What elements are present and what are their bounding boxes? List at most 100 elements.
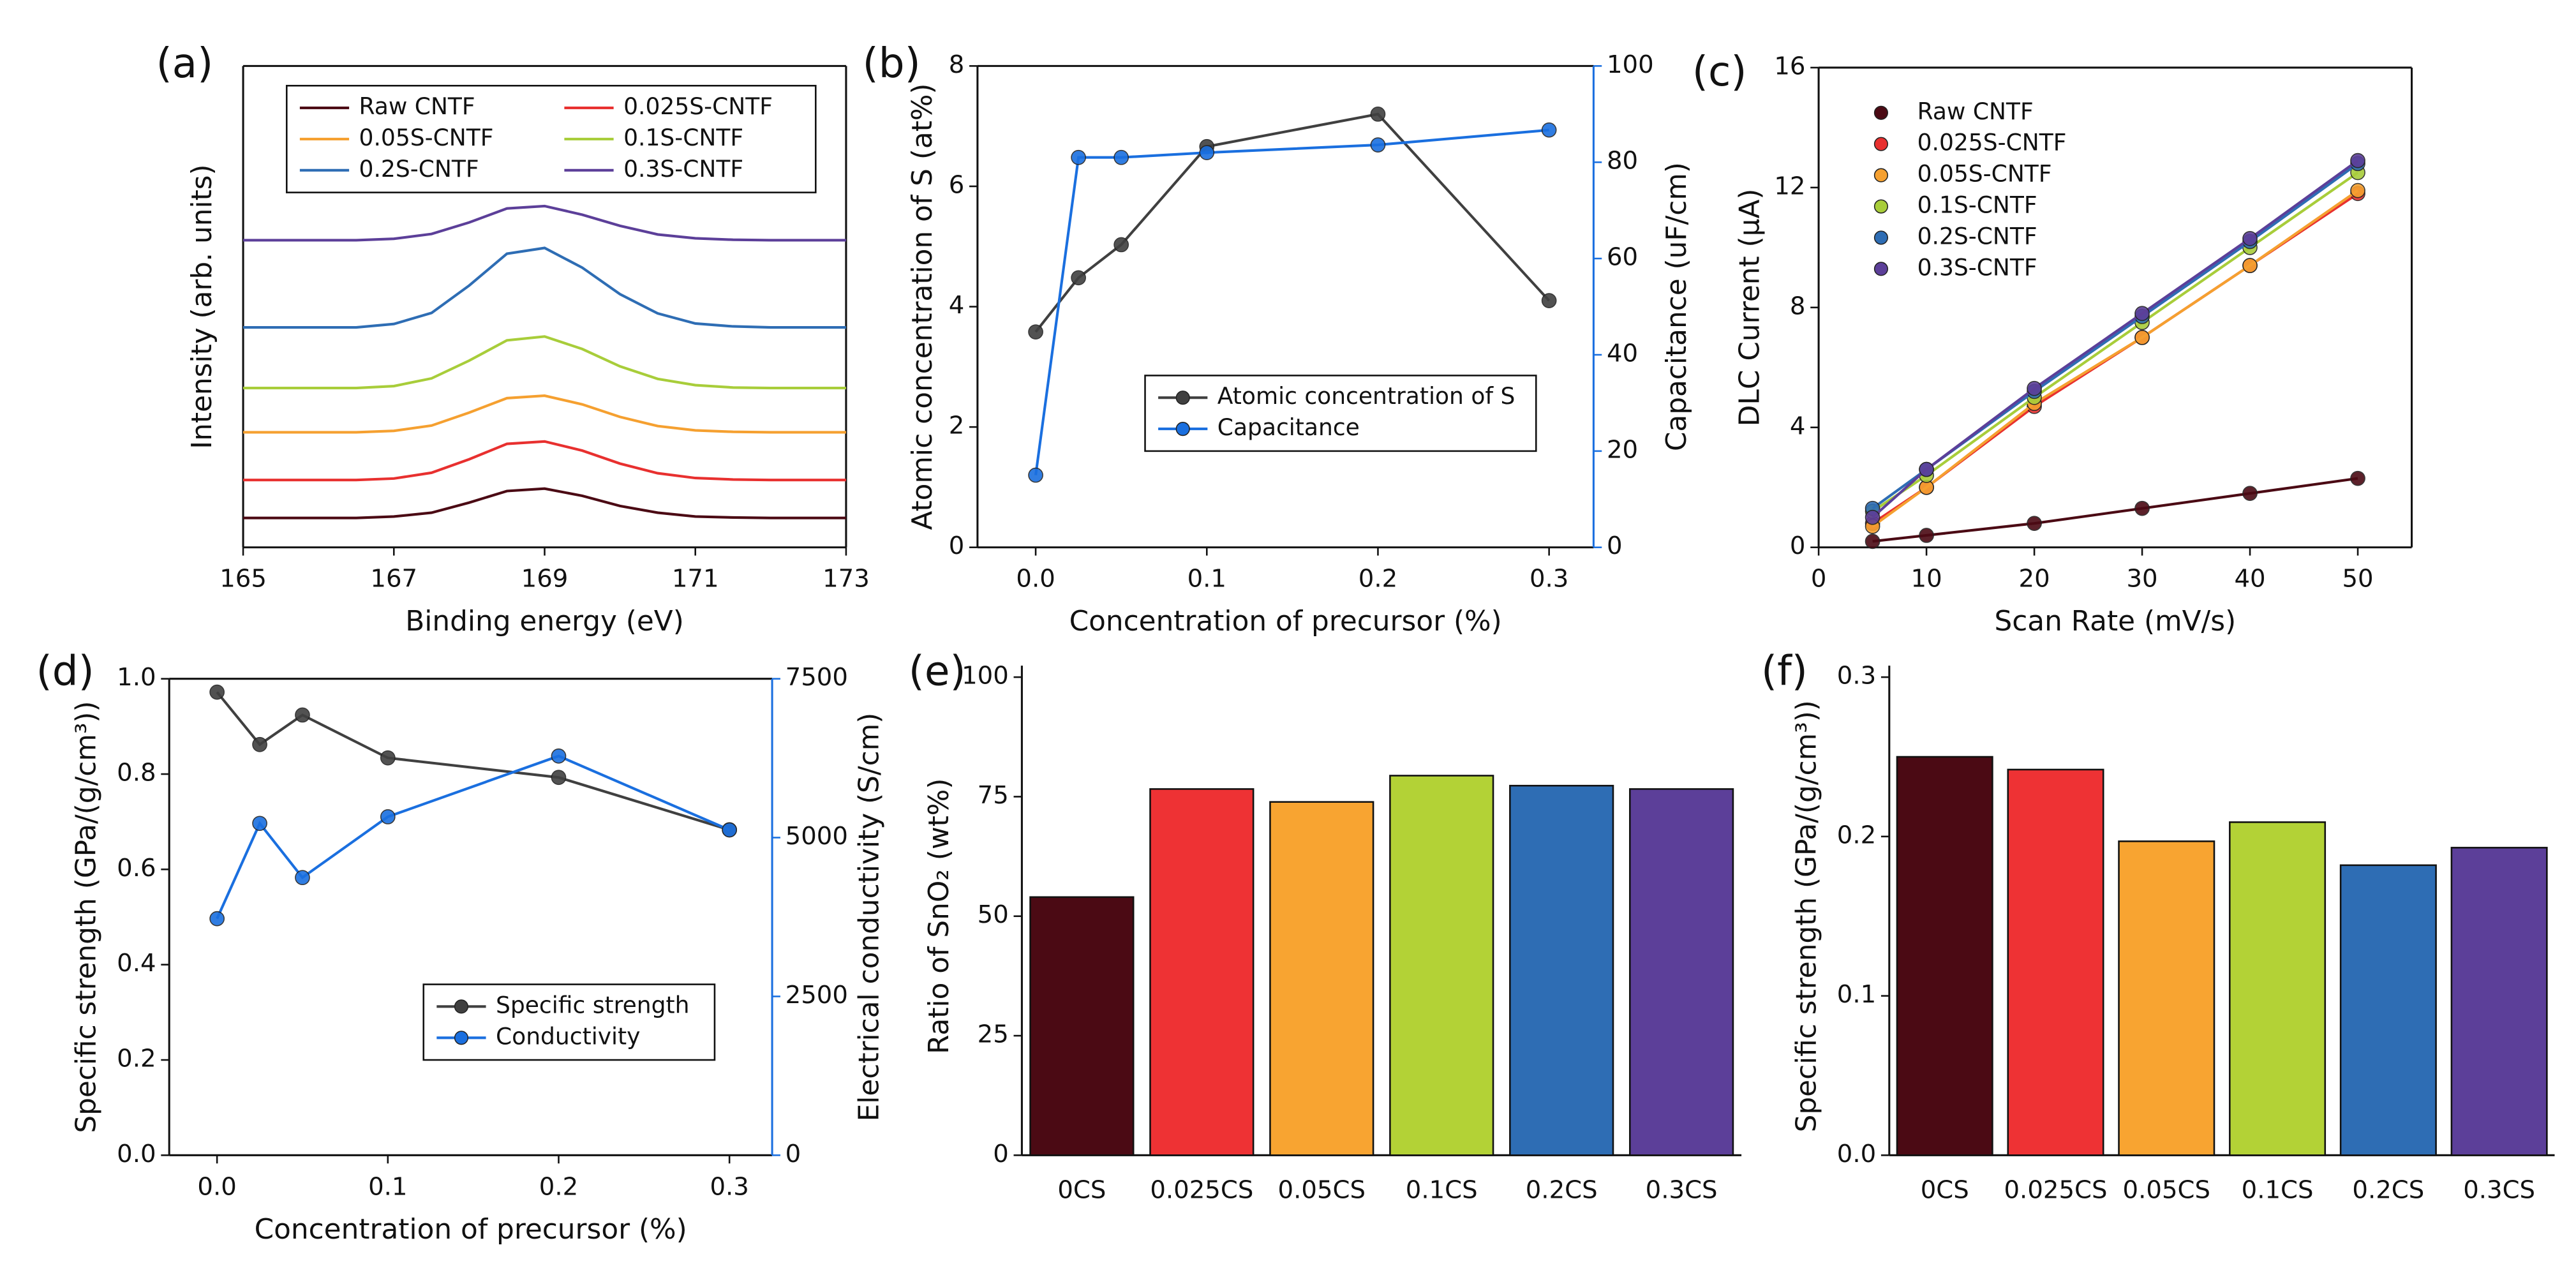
point [209,911,225,927]
bar [2339,864,2437,1156]
point [551,770,567,786]
legend-frame [285,84,817,193]
legend-label: Capacitance [1217,415,1360,441]
bar [1509,784,1614,1156]
x-tick-label: 0.2CS [2352,1175,2424,1204]
legend-label: Atomic concentration of S [1217,384,1515,410]
y-tick-label: 100 [962,662,1009,690]
x-tick-label: 169 [521,565,569,593]
series-line [1872,189,2359,528]
panel-label: (e) [909,648,966,696]
point [2350,470,2365,486]
y-axis-label: Ratio of SnO₂ (wt%) [923,779,955,1054]
bar [2450,847,2548,1156]
y-tick-label: 0.1 [1837,980,1876,1009]
y-tick-label: 25 [978,1020,1009,1049]
x-tick-label: 0.3CS [2463,1175,2535,1204]
series-line [1034,128,1549,475]
legend-marker [454,999,469,1014]
bar [2007,768,2104,1156]
legend-frame [1144,375,1537,452]
y-tick-label: 75 [978,781,1009,810]
y2-tick-label: 80 [1607,147,1638,175]
legend-label: 0.3S-CNTF [623,156,743,183]
panel-label: (b) [863,40,921,87]
legend-marker [1873,137,1889,151]
bar [1629,788,1734,1156]
bar [2229,821,2327,1156]
y-tick-label: 50 [978,900,1009,929]
y-tick-label: 0 [993,1140,1009,1168]
point [252,816,267,831]
legend-label: 0.2S-CNTF [359,156,479,183]
point [2242,258,2258,273]
point [2242,486,2258,502]
point [2350,183,2365,198]
series-line [1872,159,2359,519]
bar [2118,840,2215,1156]
legend-label: 0.2S-CNTF [1917,223,2037,250]
x-tick-label: 0CS [1921,1175,1969,1204]
series-line [1872,171,2359,513]
point [380,809,396,824]
legend-marker [1873,230,1889,245]
x-tick-label: 0.05CS [2123,1175,2210,1204]
point [2027,380,2042,396]
legend-label: 0.3S-CNTF [1917,255,2037,281]
point [1919,461,1934,477]
point [1865,509,1880,525]
point [2027,516,2042,532]
panel-label: (f) [1761,648,1808,696]
point [1865,533,1880,549]
series-line [243,487,846,519]
x-tick-label: 40 [2234,565,2265,593]
series-line [1034,112,1551,333]
x-tick-label: 0.0 [197,1172,236,1201]
x-tick-label: 0 [1811,565,1827,593]
bar [1896,756,1993,1156]
y2-tick-label: 7500 [785,663,848,692]
y-tick-label: 0.2 [1837,821,1876,849]
y2-tick-label: 100 [1607,50,1654,79]
point [1028,467,1043,483]
x-tick-label: 0.3 [1530,565,1568,593]
y2-tick-label: 2500 [785,981,848,1010]
legend-marker [1175,422,1190,436]
y-tick-label: 8 [949,50,965,79]
y-tick-label: 0 [949,532,965,560]
legend-label: Raw CNTF [359,94,475,120]
legend-label: 0.025S-CNTF [1917,130,2067,156]
point [2134,306,2150,322]
series-line [1872,477,2358,543]
y-tick-label: 2 [949,412,965,440]
legend-label: 0.05S-CNTF [1917,161,2052,188]
series-line [243,246,846,329]
legend-marker [1873,105,1889,120]
y2-tick-label: 40 [1607,339,1638,368]
point [1071,270,1086,286]
legend-marker [454,1031,469,1045]
legend-label: 0.05S-CNTF [359,125,494,151]
legend-label: Specific strength [496,992,689,1018]
y-tick-label: 0.6 [117,854,156,883]
legend-marker [1873,199,1889,214]
point [722,822,737,838]
y-tick-label: 0.0 [1837,1140,1876,1168]
point [209,684,225,700]
point [2134,500,2150,516]
series-line [243,394,846,434]
y-tick-label: 0.2 [117,1045,156,1073]
x-axis-label: Concentration of precursor (%) [1069,605,1502,637]
y-axis-label: Specific strength (GPa/(g/cm³)) [70,701,103,1133]
point [1541,122,1557,138]
y2-tick-label: 0 [785,1140,801,1168]
legend-label: Raw CNTF [1917,99,2034,125]
y2-tick-label: 60 [1607,243,1638,272]
point [1541,293,1557,308]
bar [1029,896,1135,1156]
bar [1149,788,1254,1156]
y-axis-label: Specific strength (GPa/(g/cm³)) [1790,700,1822,1132]
bar [1389,775,1494,1156]
y2-tick-label: 20 [1607,435,1638,464]
y-tick-label: 1.0 [117,663,156,692]
